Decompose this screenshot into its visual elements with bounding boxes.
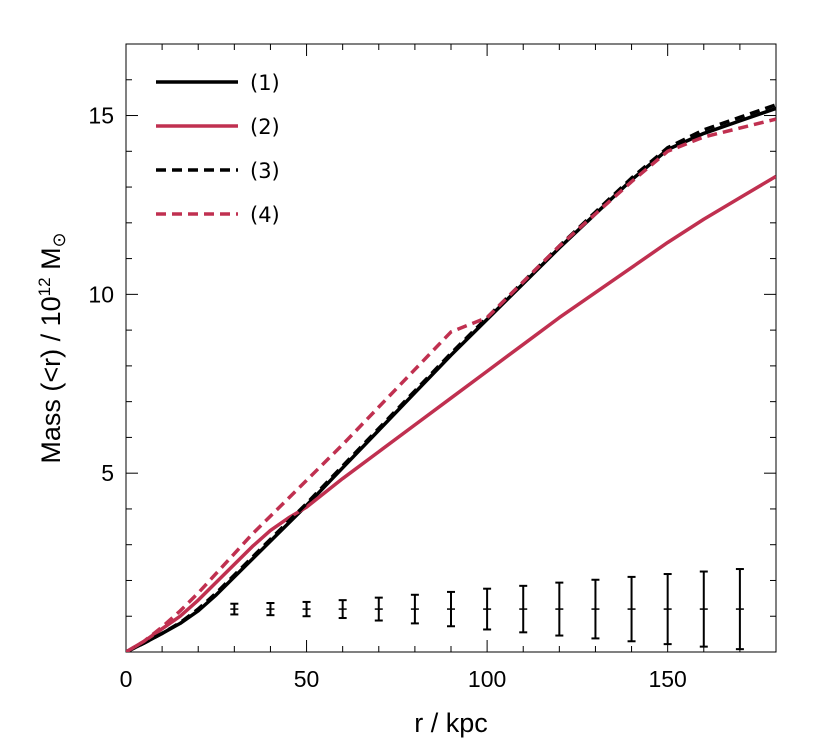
error-bar xyxy=(699,570,708,648)
legend: (1) (2) (3) (4) xyxy=(156,71,280,227)
series-line-3 xyxy=(126,103,776,652)
x-tick-label: 50 xyxy=(294,666,320,692)
series-line-2 xyxy=(126,174,776,652)
error-bar xyxy=(519,584,528,634)
series-line-1 xyxy=(126,106,776,652)
legend-label: (1) xyxy=(250,71,280,95)
error-bar xyxy=(735,568,744,651)
axis-ticks xyxy=(125,44,777,652)
x-axis-label: r / kpc xyxy=(414,708,488,738)
plot-frame xyxy=(125,43,777,653)
error-bar xyxy=(266,602,275,617)
error-bar xyxy=(230,602,239,616)
legend-entry-2: (2) xyxy=(156,115,280,139)
legend-entry-4: (4) xyxy=(156,203,280,227)
y-axis-label-exponent: 12 xyxy=(35,277,54,296)
tick-labels: 0 50 100 150 5 10 15 xyxy=(88,103,686,692)
error-bar xyxy=(663,573,672,646)
error-bar xyxy=(555,581,564,637)
y-tick-label: 15 xyxy=(88,103,114,129)
error-bar xyxy=(410,593,419,625)
legend-entry-3: (3) xyxy=(156,159,280,183)
series-lines xyxy=(126,103,776,652)
y-tick-label: 10 xyxy=(88,281,114,307)
error-bar xyxy=(591,578,600,640)
series-line-4 xyxy=(126,117,776,652)
error-bar xyxy=(627,575,636,643)
x-tick-label: 0 xyxy=(120,666,133,692)
error-bars xyxy=(230,568,744,651)
y-axis-label-unit: M xyxy=(36,247,66,277)
error-bar xyxy=(483,587,492,631)
legend-label: (2) xyxy=(250,115,280,139)
x-tick-label: 100 xyxy=(468,666,506,692)
error-bar xyxy=(338,599,347,620)
x-tick-label: 150 xyxy=(648,666,686,692)
legend-label: (3) xyxy=(250,159,280,183)
error-bar xyxy=(447,590,455,628)
error-bar xyxy=(302,600,311,618)
y-axis-label-main: Mass (<r) / 10 xyxy=(36,296,66,463)
legend-label: (4) xyxy=(250,203,280,227)
legend-entry-1: (1) xyxy=(156,71,280,95)
error-bar xyxy=(374,596,383,622)
y-tick-label: 5 xyxy=(101,460,114,486)
sun-symbol-icon: ⊙ xyxy=(49,232,70,247)
y-axis-label: Mass (<r) / 1012 M⊙ xyxy=(35,232,70,463)
